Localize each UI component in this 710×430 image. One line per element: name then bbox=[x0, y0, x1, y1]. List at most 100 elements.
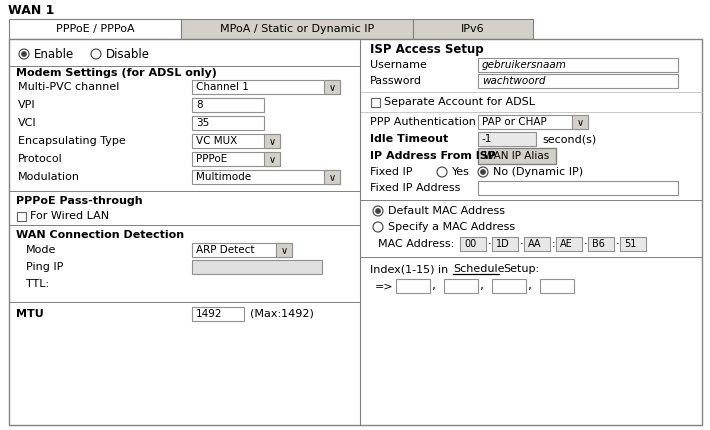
Text: gebruikersnaam: gebruikersnaam bbox=[482, 60, 567, 70]
Text: ARP Detect: ARP Detect bbox=[196, 245, 254, 255]
Text: WAN Connection Detection: WAN Connection Detection bbox=[16, 230, 184, 240]
Text: 8: 8 bbox=[196, 100, 202, 110]
Text: PPP Authentication: PPP Authentication bbox=[370, 117, 476, 127]
Text: ∨: ∨ bbox=[329, 83, 336, 93]
Bar bbox=[181, 19, 413, 39]
Bar bbox=[492, 279, 526, 293]
Bar bbox=[478, 74, 678, 88]
Text: ·: · bbox=[488, 239, 491, 249]
Bar bbox=[192, 243, 292, 257]
Text: For Wired LAN: For Wired LAN bbox=[30, 211, 109, 221]
Text: ∨: ∨ bbox=[577, 118, 584, 128]
Text: Multi-PVC channel: Multi-PVC channel bbox=[18, 82, 119, 92]
Bar bbox=[572, 115, 588, 129]
Text: Separate Account for ADSL: Separate Account for ADSL bbox=[384, 97, 535, 107]
Text: 1492: 1492 bbox=[196, 309, 222, 319]
Text: WAN IP Alias: WAN IP Alias bbox=[484, 151, 550, 161]
Text: =>: => bbox=[375, 281, 393, 291]
Text: TTL:: TTL: bbox=[26, 279, 49, 289]
Text: ∨: ∨ bbox=[280, 246, 288, 256]
Circle shape bbox=[373, 206, 383, 216]
Text: MAC Address:: MAC Address: bbox=[378, 239, 454, 249]
Bar bbox=[276, 243, 292, 257]
Text: MPoA / Static or Dynamic IP: MPoA / Static or Dynamic IP bbox=[220, 24, 374, 34]
Bar bbox=[396, 279, 430, 293]
Bar bbox=[192, 260, 322, 274]
Text: VCI: VCI bbox=[18, 118, 37, 128]
Text: second(s): second(s) bbox=[542, 134, 596, 144]
Bar bbox=[192, 307, 244, 321]
Text: (Max:1492): (Max:1492) bbox=[250, 309, 314, 319]
Text: :: : bbox=[552, 239, 556, 249]
Text: ∨: ∨ bbox=[268, 155, 275, 165]
Text: PPPoE / PPPoA: PPPoE / PPPoA bbox=[55, 24, 134, 34]
Text: 00: 00 bbox=[464, 239, 476, 249]
Text: AE: AE bbox=[560, 239, 573, 249]
Text: WAN 1: WAN 1 bbox=[8, 3, 55, 16]
Text: PPPoE Pass-through: PPPoE Pass-through bbox=[16, 196, 143, 206]
Text: VC MUX: VC MUX bbox=[196, 136, 237, 146]
Bar bbox=[524, 237, 550, 251]
Text: Modem Settings (for ADSL only): Modem Settings (for ADSL only) bbox=[16, 68, 217, 78]
Text: Password: Password bbox=[370, 76, 422, 86]
Text: ,: , bbox=[432, 280, 436, 292]
Text: ∨: ∨ bbox=[329, 173, 336, 183]
Text: Channel 1: Channel 1 bbox=[196, 82, 249, 92]
Bar bbox=[192, 116, 264, 130]
Bar bbox=[371, 98, 380, 107]
Text: 35: 35 bbox=[196, 118, 209, 128]
Bar bbox=[16, 212, 26, 221]
Text: PAP or CHAP: PAP or CHAP bbox=[482, 117, 547, 127]
Bar bbox=[264, 134, 280, 148]
Text: PPPoE: PPPoE bbox=[196, 154, 227, 164]
Bar bbox=[556, 237, 582, 251]
Bar bbox=[620, 237, 646, 251]
Text: Modulation: Modulation bbox=[18, 172, 80, 182]
Circle shape bbox=[21, 52, 26, 56]
Text: Fixed IP: Fixed IP bbox=[370, 167, 413, 177]
Text: Setup:: Setup: bbox=[503, 264, 539, 274]
Text: Fixed IP Address: Fixed IP Address bbox=[370, 183, 460, 193]
Text: IPv6: IPv6 bbox=[462, 24, 485, 34]
Text: Protocol: Protocol bbox=[18, 154, 62, 164]
Bar bbox=[9, 39, 702, 425]
Text: Idle Timeout: Idle Timeout bbox=[370, 134, 448, 144]
Circle shape bbox=[373, 222, 383, 232]
Text: 51: 51 bbox=[624, 239, 636, 249]
Circle shape bbox=[376, 209, 381, 214]
Text: Enable: Enable bbox=[34, 47, 75, 61]
Text: Schedule: Schedule bbox=[453, 264, 505, 274]
Text: AA: AA bbox=[528, 239, 542, 249]
Text: Default MAC Address: Default MAC Address bbox=[388, 206, 505, 216]
Bar bbox=[413, 19, 533, 39]
Text: ,: , bbox=[528, 280, 532, 292]
Text: Mode: Mode bbox=[26, 245, 56, 255]
Text: Ping IP: Ping IP bbox=[26, 262, 63, 272]
Bar bbox=[192, 170, 340, 184]
Bar bbox=[264, 152, 280, 166]
Text: ·: · bbox=[616, 239, 620, 249]
Text: ∨: ∨ bbox=[268, 137, 275, 147]
Bar bbox=[540, 279, 574, 293]
Bar bbox=[192, 80, 340, 94]
Bar bbox=[192, 152, 280, 166]
Text: Specify a MAC Address: Specify a MAC Address bbox=[388, 222, 515, 232]
Text: ,: , bbox=[480, 280, 484, 292]
Bar bbox=[324, 170, 340, 184]
Bar bbox=[192, 134, 280, 148]
Bar bbox=[9, 19, 181, 39]
Circle shape bbox=[91, 49, 101, 59]
Circle shape bbox=[437, 167, 447, 177]
Bar bbox=[478, 58, 678, 72]
Text: Disable: Disable bbox=[106, 47, 150, 61]
Bar bbox=[492, 237, 518, 251]
Text: Index(1-15) in: Index(1-15) in bbox=[370, 264, 448, 274]
Text: Username: Username bbox=[370, 60, 427, 70]
Bar bbox=[444, 279, 478, 293]
Text: ISP Access Setup: ISP Access Setup bbox=[370, 43, 484, 55]
Bar bbox=[460, 237, 486, 251]
Text: IP Address From ISP: IP Address From ISP bbox=[370, 151, 496, 161]
Text: Yes: Yes bbox=[452, 167, 470, 177]
Text: ·: · bbox=[520, 239, 524, 249]
Text: Multimode: Multimode bbox=[196, 172, 251, 182]
